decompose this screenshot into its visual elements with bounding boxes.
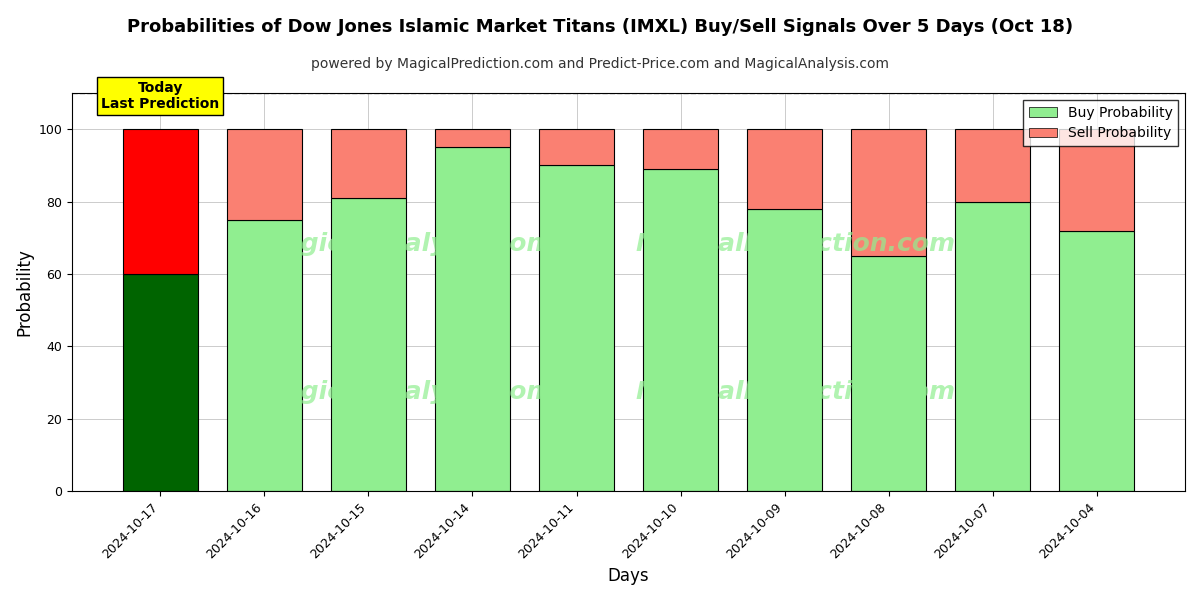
Text: powered by MagicalPrediction.com and Predict-Price.com and MagicalAnalysis.com: powered by MagicalPrediction.com and Pre… <box>311 57 889 71</box>
Bar <box>227 220 301 491</box>
Text: MagicalAnalysis.com: MagicalAnalysis.com <box>259 232 553 256</box>
Bar <box>643 169 718 491</box>
Bar <box>955 202 1031 491</box>
Y-axis label: Probability: Probability <box>16 248 34 336</box>
Bar <box>851 129 926 256</box>
Bar <box>1060 129 1134 230</box>
Bar <box>851 256 926 491</box>
Text: MagicalAnalysis.com: MagicalAnalysis.com <box>259 380 553 404</box>
Bar <box>434 129 510 148</box>
Bar <box>331 198 406 491</box>
Bar <box>643 129 718 169</box>
X-axis label: Days: Days <box>607 567 649 585</box>
Bar <box>227 129 301 220</box>
Bar <box>748 209 822 491</box>
Bar <box>955 129 1031 202</box>
Bar <box>539 129 614 166</box>
Bar <box>748 129 822 209</box>
Legend: Buy Probability, Sell Probability: Buy Probability, Sell Probability <box>1024 100 1178 146</box>
Bar <box>331 129 406 198</box>
Text: Today
Last Prediction: Today Last Prediction <box>101 81 220 111</box>
Bar <box>122 274 198 491</box>
Bar <box>434 148 510 491</box>
Text: MagicalPrediction.com: MagicalPrediction.com <box>636 380 955 404</box>
Bar <box>1060 230 1134 491</box>
Text: MagicalPrediction.com: MagicalPrediction.com <box>636 232 955 256</box>
Bar <box>122 129 198 274</box>
Text: Probabilities of Dow Jones Islamic Market Titans (IMXL) Buy/Sell Signals Over 5 : Probabilities of Dow Jones Islamic Marke… <box>127 18 1073 36</box>
Bar <box>539 166 614 491</box>
